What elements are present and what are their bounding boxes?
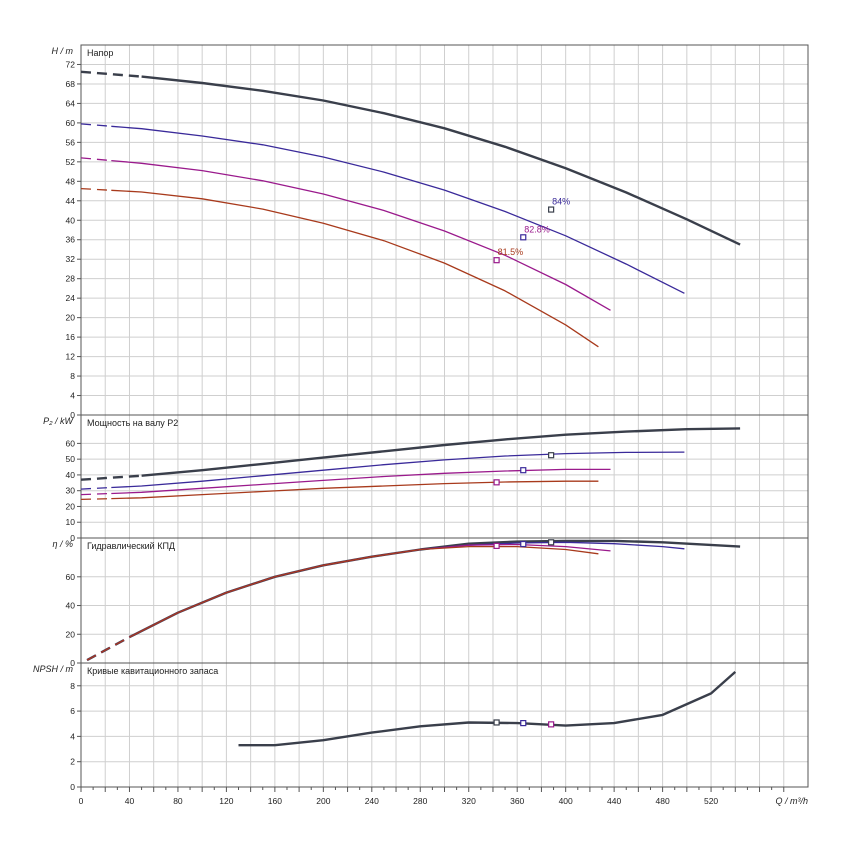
x-tick-label: 520	[704, 796, 718, 806]
y-tick-label: 4	[70, 391, 75, 401]
x-tick-label: 360	[510, 796, 524, 806]
series-line-dashed-power-2	[80, 492, 112, 496]
panel-title-power: Мощность на валу P2	[87, 418, 178, 428]
y-tick-label: 72	[66, 59, 76, 69]
operating-point-marker	[548, 721, 555, 728]
y-tick-label: 68	[66, 79, 76, 89]
x-tick-label: 160	[268, 796, 282, 806]
x-tick-label: 80	[173, 796, 183, 806]
series-line-dashed-head-0	[80, 70, 142, 78]
panel-title-head: Напор	[87, 48, 113, 58]
y-tick-label: 2	[70, 757, 75, 767]
x-tick-label: 320	[462, 796, 476, 806]
series-line-dashed-head-2	[80, 157, 112, 162]
y-tick-label: 40	[66, 215, 76, 225]
y-tick-label: 8	[70, 681, 75, 691]
x-tick-label: 120	[219, 796, 233, 806]
x-tick-label: 0	[79, 796, 84, 806]
series-line-head-3	[111, 189, 599, 348]
y-tick-label: 6	[70, 706, 75, 716]
y-tick-label: 4	[70, 731, 75, 741]
y-tick-label: 20	[66, 313, 76, 323]
series-line-dashed-power-3	[80, 497, 112, 501]
series-line-eff-3	[129, 545, 599, 638]
efficiency-point-label: 81.5%	[498, 247, 524, 257]
operating-point-marker	[520, 540, 527, 548]
y-tick-label: 44	[66, 196, 76, 206]
y-tick-label: 0	[70, 533, 75, 543]
panel-title-eff: Гидравлический КПД	[87, 541, 175, 551]
x-tick-label: 40	[125, 796, 135, 806]
y-tick-label: 64	[66, 98, 76, 108]
series-line-head-2	[111, 159, 611, 311]
y-tick-label: 12	[66, 352, 76, 362]
y-tick-label: 0	[70, 782, 75, 792]
operating-point-marker	[493, 257, 500, 264]
operating-point-marker	[548, 206, 555, 213]
series-line-dashed-head-1	[80, 123, 112, 127]
y-tick-label: 0	[70, 410, 75, 420]
y-tick-label: 24	[66, 293, 76, 303]
y-tick-label: 16	[66, 332, 76, 342]
y-tick-label: 20	[66, 629, 76, 639]
y-tick-label: 0	[70, 658, 75, 668]
y-axis-label-npsh: NPSH / m	[33, 664, 74, 674]
y-tick-label: 36	[66, 235, 76, 245]
operating-point-marker	[548, 452, 555, 459]
x-tick-label: 280	[413, 796, 427, 806]
x-tick-label: 480	[656, 796, 670, 806]
operating-point-marker	[520, 467, 527, 474]
operating-point-marker	[493, 719, 500, 726]
y-tick-label: 60	[66, 572, 76, 582]
series-line-power-0	[141, 427, 741, 477]
y-tick-label: 20	[66, 501, 76, 511]
y-tick-label: 10	[66, 517, 76, 527]
y-tick-label: 50	[66, 454, 76, 464]
operating-point-marker	[520, 720, 527, 727]
operating-point-marker	[493, 479, 500, 486]
y-tick-label: 56	[66, 137, 76, 147]
y-tick-label: 48	[66, 176, 76, 186]
operating-point-marker	[493, 542, 500, 550]
y-tick-label: 28	[66, 274, 76, 284]
x-tick-label: 440	[607, 796, 621, 806]
y-tick-label: 60	[66, 118, 76, 128]
series-line-power-1	[111, 451, 685, 489]
series-line-head-1	[111, 125, 685, 294]
y-tick-label: 60	[66, 438, 76, 448]
y-axis-label-power: P₂ / kW	[43, 416, 74, 426]
series-line-head-0	[141, 75, 741, 246]
y-tick-label: 52	[66, 157, 76, 167]
panel-title-npsh: Кривые кавитационного запаса	[87, 666, 218, 676]
y-tick-label: 40	[66, 601, 76, 611]
x-tick-label: 240	[365, 796, 379, 806]
series-line-power-3	[111, 480, 599, 500]
efficiency-point-label: 84%	[552, 197, 570, 207]
x-tick-label: 200	[316, 796, 330, 806]
series-line-dashed-head-3	[80, 187, 112, 191]
y-tick-label: 30	[66, 486, 76, 496]
operating-point-marker	[548, 539, 555, 546]
y-axis-label-head: H / m	[52, 46, 74, 56]
y-tick-label: 8	[70, 371, 75, 381]
y-tick-label: 32	[66, 254, 76, 264]
series-line-power-2	[111, 468, 611, 495]
y-tick-label: 40	[66, 470, 76, 480]
series-line-dashed-power-0	[80, 474, 142, 481]
operating-point-marker	[520, 234, 527, 241]
series-line-dashed-power-1	[80, 486, 112, 490]
series-line-dashed-eff-3	[86, 636, 130, 661]
x-tick-label: 400	[559, 796, 573, 806]
efficiency-point-label: 82.8%	[524, 224, 550, 234]
x-axis-label: Q / m³/h	[775, 796, 808, 806]
series-line-npsh-0	[238, 671, 737, 747]
y-axis-label-eff: η / %	[52, 539, 73, 549]
